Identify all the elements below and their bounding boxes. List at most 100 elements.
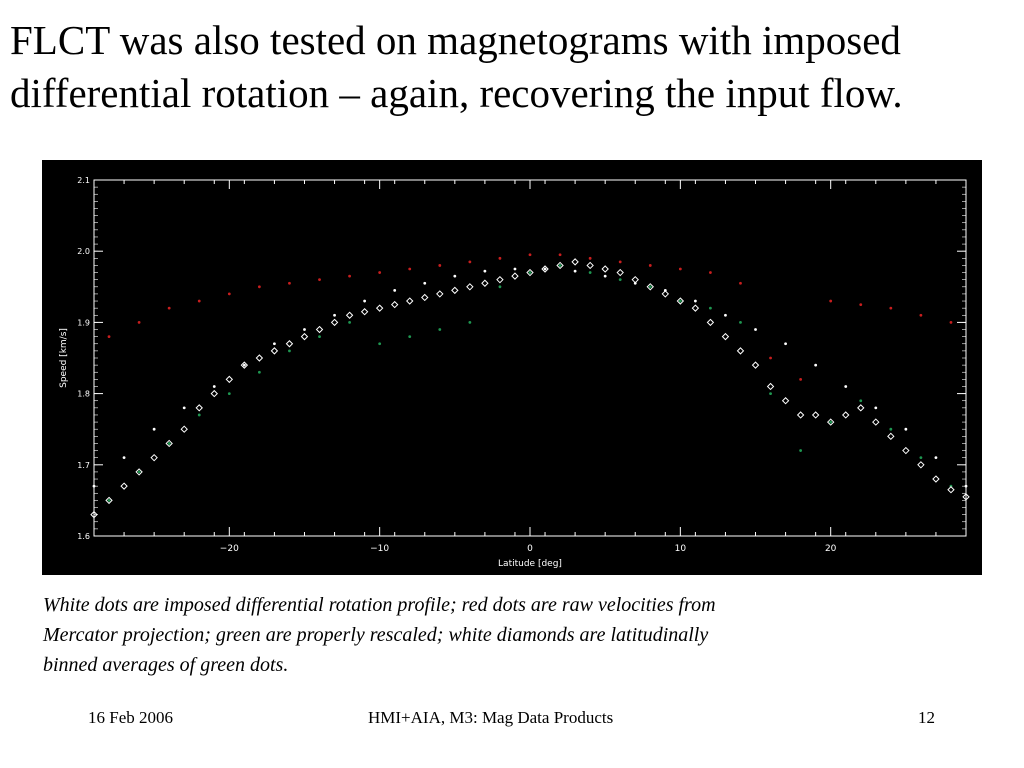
raw-velocity-point [949,321,953,324]
imposed-profile-point [92,484,96,488]
y-tick-label: 1.7 [77,461,90,470]
rescaled-point [558,264,562,267]
binned-average-point [360,308,369,316]
imposed-profile-point [603,274,607,278]
rescaled-point [588,271,592,274]
imposed-profile-point [543,267,547,271]
binned-average-point [496,275,504,284]
binned-average-series [90,258,970,519]
caption-line: Mercator projection; green are properly … [43,624,709,646]
raw-velocity-point [107,335,111,339]
raw-velocity-point [919,313,923,317]
imposed-profile-point [303,328,306,331]
binned-average-point [120,482,128,490]
imposed-profile-point [573,269,577,273]
imposed-profile-point [333,313,336,317]
x-tick-label: 0 [527,544,533,554]
raw-velocity-point [709,271,712,274]
raw-velocity-point [859,303,863,306]
rescaled-point [107,499,111,502]
caption-line: White dots are imposed differential rota… [43,594,716,616]
binned-average-point [330,318,339,327]
rescaled-point [709,306,712,310]
rescaled-point [799,449,803,452]
binned-average-point [390,300,399,309]
raw-velocity-point [408,267,412,271]
imposed-profile-point [453,274,457,278]
binned-average-point [526,268,534,277]
raw-velocity-point [378,271,382,274]
rescaled-point [167,442,171,445]
binned-average-point [300,332,309,341]
imposed-profile-point [152,427,156,431]
binned-average-point [826,418,835,426]
binned-average-point [676,297,685,305]
imposed-profile-series [92,267,968,488]
x-tick-label: 20 [825,544,837,554]
binned-average-point [90,510,98,519]
binned-average-point [857,404,865,412]
raw-velocity-point [648,264,652,267]
rescaled-point [678,299,682,303]
binned-average-point [436,290,444,298]
binned-average-point [917,461,925,469]
imposed-profile-point [393,288,397,292]
binned-average-point [947,486,955,494]
rescaled-point [137,470,141,474]
binned-average-point [481,279,489,287]
binned-average-point [751,361,760,369]
binned-average-point [345,311,354,319]
y-axis-label: Speed [km/s] [59,328,69,388]
raw-velocity-point [468,260,472,264]
binned-average-point [691,304,700,312]
binned-average-point [571,258,579,266]
binned-average-point [631,275,639,284]
y-tick-label: 2.1 [77,176,90,185]
raw-velocity-point [318,278,321,282]
binned-average-point [902,446,910,455]
chart-panel: −20 −10 0 10 20 1.6 1.7 1.8 1.9 2.0 2.1 Latitude [d… [42,160,982,575]
raw-velocity-series [107,253,953,381]
footer-page-number: 12 [918,708,935,727]
binned-average-point [511,272,519,280]
binned-average-point [887,432,895,441]
binned-average-point [781,397,790,405]
binned-average-point [466,283,474,291]
binned-average-point [811,411,820,419]
y-tick-label: 2.0 [77,247,90,256]
chart-labels: −20 −10 0 10 20 1.6 1.7 1.8 1.9 2.0 2.1 Latitude [d… [59,176,837,569]
binned-average-point [721,332,730,341]
chart-background [42,160,982,575]
rescaled-point [528,271,532,274]
imposed-profile-point [934,456,938,460]
binned-average-point [646,283,654,291]
raw-velocity-point [257,285,261,289]
binned-average-point [375,304,384,312]
binned-average-point [165,439,173,448]
raw-velocity-point [197,299,201,303]
raw-velocity-point [889,306,893,310]
x-tick-label: 10 [675,544,687,554]
binned-average-point [962,493,970,501]
rescaled-point [829,420,833,424]
imposed-profile-point [844,385,848,388]
raw-velocity-point [678,267,682,271]
rescaled-point [318,335,321,339]
raw-velocity-point [438,264,442,267]
x-axis-label: Latitude [deg] [498,559,562,569]
binned-average-point [105,496,113,505]
binned-average-point [195,404,203,412]
raw-velocity-point [799,377,803,381]
binned-average-point [661,290,670,298]
binned-average-point [180,425,188,433]
rescaled-point [919,456,923,460]
slide-title-line: FLCT was also tested on magnetograms wit… [10,17,901,63]
imposed-profile-point [724,313,727,317]
y-tick-label: 1.9 [77,318,90,327]
footer-date: 16 Feb 2006 [88,708,173,727]
raw-velocity-point [288,281,291,285]
imposed-profile-point [182,406,186,410]
binned-average-point [586,261,594,270]
imposed-profile-point [423,281,427,285]
binned-average-point [842,411,850,419]
